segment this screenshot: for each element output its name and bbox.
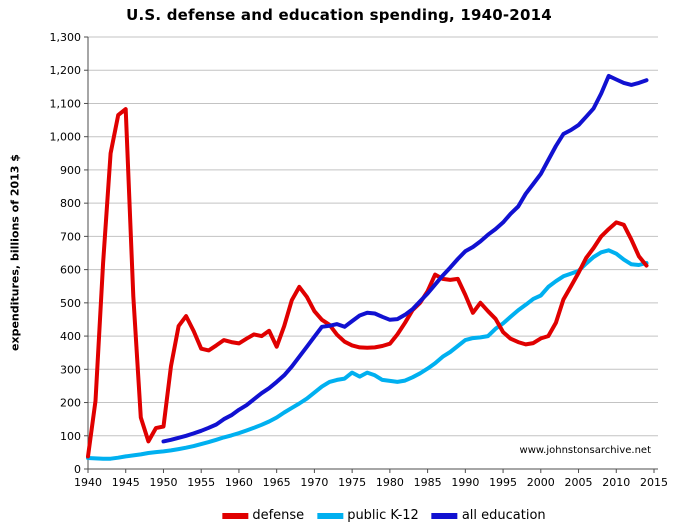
y-tick-label: 1,300 [50,31,82,44]
y-tick-label: 1,100 [50,97,82,110]
legend-label-all-education: all education [461,508,546,523]
x-tick-label: 2015 [640,476,668,489]
y-tick-label: 800 [60,197,81,210]
watermark-text: www.johnstonsarchive.net [519,445,651,456]
x-tick-label: 1970 [300,476,328,489]
legend-item-defense: defense [222,508,304,523]
x-tick-label: 1960 [225,476,253,489]
defense-line [86,107,649,459]
y-tick-label: 100 [60,430,81,443]
x-tick-label: 1990 [451,476,479,489]
legend-swatch-defense [222,512,249,519]
x-tick-label: 1955 [187,476,215,489]
y-tick-label: 400 [60,330,81,343]
y-tick-label: 1,200 [50,64,82,77]
y-tick-label: 900 [60,164,81,177]
legend-label-public-k12: public K-12 [347,508,419,523]
legend-item-public-k12: public K-12 [317,508,419,523]
x-tick-label: 2005 [565,476,593,489]
y-tick-label: 1,000 [50,131,82,144]
y-tick-label: 600 [60,264,81,277]
legend-swatch-all-education [431,512,458,519]
legend-label-defense: defense [252,508,305,523]
x-tick-label: 1950 [149,476,177,489]
legend: defense public K-12 all education [222,508,546,523]
x-tick-label: 2010 [602,476,630,489]
y-tick-label: 700 [60,230,81,243]
x-tick-label: 1945 [112,476,140,489]
x-tick-label: 1985 [414,476,442,489]
public-k-12-line [86,248,649,461]
y-tick-label: 200 [60,397,81,410]
legend-swatch-public-k12 [317,512,344,519]
chart-title: U.S. defense and education spending, 194… [126,6,552,24]
x-tick-label: 2000 [527,476,555,489]
legend-item-all-education: all education [431,508,546,523]
y-tick-label: 500 [60,297,81,310]
x-tick-label: 1995 [489,476,517,489]
x-tick-label: 1980 [376,476,404,489]
y-tick-label: 0 [74,463,81,476]
y-tick-label: 300 [60,363,81,376]
x-tick-label: 1940 [74,476,102,489]
x-tick-label: 1965 [263,476,291,489]
all-education-line [161,73,649,444]
x-tick-label: 1975 [338,476,366,489]
